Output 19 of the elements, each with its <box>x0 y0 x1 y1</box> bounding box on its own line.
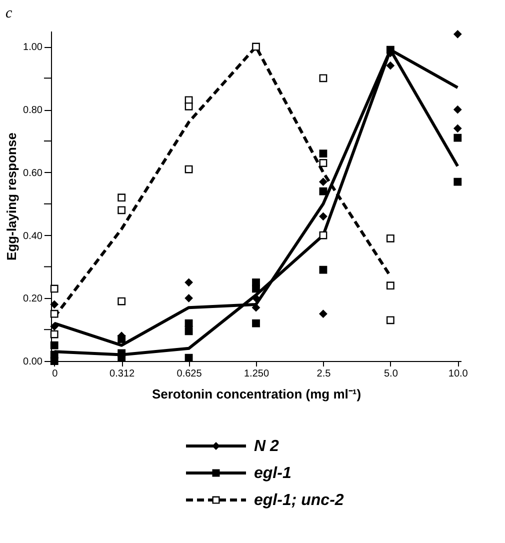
legend-label: egl-1 <box>254 465 292 482</box>
x-tick-label: 2.5 <box>316 368 332 380</box>
x-tick-label: 0.312 <box>110 368 136 380</box>
x-tick-label: 1.250 <box>244 368 270 380</box>
legend-label: egl-1; unc-2 <box>254 492 344 509</box>
x-axis-title: Serotonin concentration (mg ml⁻¹) <box>152 386 362 402</box>
x-tick-label: 0 <box>52 368 58 380</box>
x-tick-label: 0.625 <box>176 368 202 380</box>
y-tick-label: 0.40 <box>23 230 43 242</box>
legend-label: N 2 <box>254 438 279 455</box>
y-tick-label: 0.60 <box>23 168 43 179</box>
y-tick-label: 0.80 <box>23 105 43 116</box>
y-tick-label: 1.00 <box>23 42 43 54</box>
x-tick-label: 10.0 <box>448 368 468 380</box>
y-tick-label: 0.20 <box>23 294 43 305</box>
y-tick-label: 0.00 <box>23 356 43 368</box>
chart-title: c <box>6 5 13 22</box>
x-tick-label: 5.0 <box>384 368 398 380</box>
y-axis-title: Egg-laying response <box>4 132 20 260</box>
